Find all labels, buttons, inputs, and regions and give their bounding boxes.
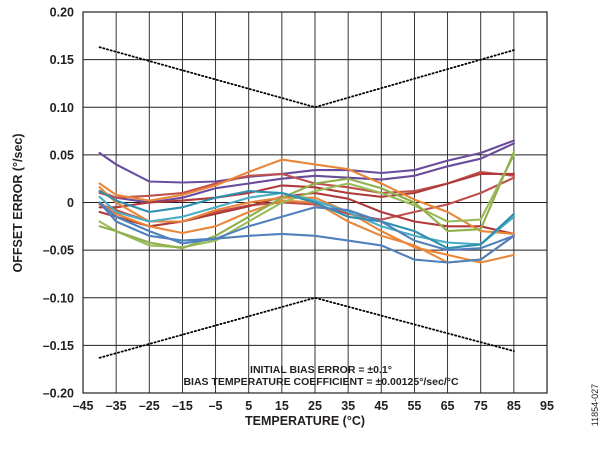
bound-lines bbox=[98, 46, 515, 359]
series-line-13 bbox=[98, 190, 515, 250]
y-tick-label: –0.05 bbox=[43, 244, 74, 258]
upper-bound-line bbox=[98, 46, 515, 109]
figure-id: 11854-027 bbox=[590, 384, 600, 426]
x-tick-label: 35 bbox=[341, 399, 355, 413]
x-tick-label: –35 bbox=[106, 399, 127, 413]
plot-frame bbox=[82, 11, 548, 394]
x-tick-label: 15 bbox=[275, 399, 289, 413]
y-tick-label: 0.05 bbox=[50, 148, 74, 162]
x-tick-label: –45 bbox=[73, 399, 94, 413]
x-tick-label: 75 bbox=[474, 399, 488, 413]
x-tick-label: –15 bbox=[172, 399, 193, 413]
series-line-14 bbox=[98, 201, 515, 264]
series-line-7 bbox=[98, 158, 515, 235]
y-tick-label: –0.10 bbox=[43, 291, 74, 305]
x-tick-labels: –45 –35 –25 –15 –5 5 15 25 35 45 55 65 75 85 95 bbox=[73, 399, 554, 413]
x-tick-label: 25 bbox=[308, 399, 322, 413]
y-tick-label: 0.20 bbox=[50, 6, 74, 20]
x-axis-title: TEMPERATURE (°C) bbox=[245, 414, 365, 428]
y-axis-title: OFFSET ERROR (°/sec) bbox=[11, 133, 25, 272]
y-tick-label: –0.20 bbox=[43, 387, 74, 401]
series-line-9 bbox=[98, 199, 515, 264]
y-tick-label: 0 bbox=[67, 196, 74, 210]
y-tick-label: –0.15 bbox=[43, 339, 74, 353]
series-line-11 bbox=[98, 150, 515, 250]
x-tick-label: –5 bbox=[209, 399, 223, 413]
x-tick-label: 65 bbox=[441, 399, 455, 413]
x-tick-label: 55 bbox=[407, 399, 421, 413]
annotation-temp-coefficient: BIAS TEMPERATURE COEFFICIENT = ±0.00125°… bbox=[183, 376, 458, 388]
x-tick-label: 95 bbox=[540, 399, 554, 413]
y-tick-labels: –0.20 –0.15 –0.10 –0.05 0 0.05 0.10 0.15 0.20 bbox=[43, 6, 74, 401]
x-tick-label: 85 bbox=[507, 399, 521, 413]
x-tick-label: 45 bbox=[374, 399, 388, 413]
series-line-1 bbox=[98, 139, 515, 184]
series-line-15 bbox=[98, 201, 515, 252]
x-tick-label: –25 bbox=[139, 399, 160, 413]
series-line-4 bbox=[98, 172, 515, 209]
lower-bound-line bbox=[98, 296, 515, 359]
series-lines bbox=[98, 139, 515, 264]
annotation-initial-bias: INITIAL BIAS ERROR = ±0.1° bbox=[250, 364, 392, 376]
y-tick-label: 0.10 bbox=[50, 101, 74, 115]
y-tick-label: 0.15 bbox=[50, 53, 74, 67]
x-tick-label: 5 bbox=[245, 399, 252, 413]
